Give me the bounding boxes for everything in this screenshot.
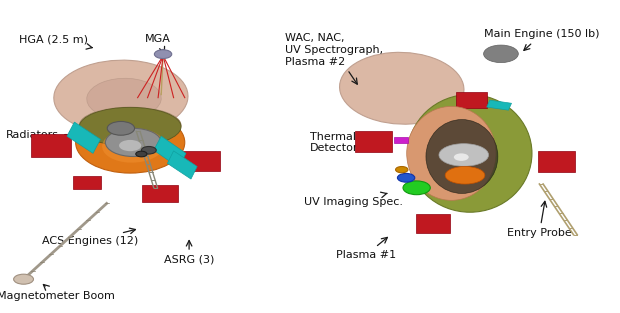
Polygon shape (31, 134, 71, 157)
Text: ASRG (3): ASRG (3) (164, 240, 215, 265)
Polygon shape (67, 122, 100, 153)
Polygon shape (183, 151, 220, 172)
Text: Thermal
Detector: Thermal Detector (310, 131, 365, 153)
Text: Plasma #1: Plasma #1 (336, 237, 396, 260)
Ellipse shape (87, 78, 161, 119)
Circle shape (119, 140, 141, 151)
Text: Entry Probe: Entry Probe (507, 201, 572, 238)
Circle shape (454, 153, 469, 161)
Circle shape (141, 146, 156, 154)
Polygon shape (487, 100, 512, 110)
Ellipse shape (79, 107, 181, 146)
Text: Magnetometer Boom: Magnetometer Boom (0, 285, 115, 301)
Ellipse shape (102, 128, 164, 163)
Polygon shape (538, 151, 575, 172)
Polygon shape (394, 137, 408, 143)
Text: WAC, NAC,
UV Spectrograph,
Plasma #2: WAC, NAC, UV Spectrograph, Plasma #2 (285, 33, 383, 84)
Ellipse shape (79, 107, 181, 143)
Text: Main Engine (150 lb): Main Engine (150 lb) (484, 29, 599, 50)
Polygon shape (456, 92, 487, 108)
Ellipse shape (484, 45, 518, 63)
Polygon shape (415, 214, 450, 233)
Text: Radiators: Radiators (6, 130, 75, 140)
Circle shape (136, 151, 147, 157)
Polygon shape (73, 176, 100, 189)
Text: MGA: MGA (145, 34, 171, 53)
Ellipse shape (54, 60, 188, 134)
Text: ACS Engines (12): ACS Engines (12) (42, 228, 138, 246)
Ellipse shape (426, 120, 498, 193)
Polygon shape (355, 131, 392, 152)
Text: HGA (2.5 m): HGA (2.5 m) (19, 34, 92, 49)
Ellipse shape (76, 112, 185, 173)
Polygon shape (142, 185, 178, 202)
Circle shape (154, 50, 172, 59)
Polygon shape (154, 136, 186, 167)
Circle shape (14, 274, 33, 284)
Ellipse shape (439, 144, 489, 166)
Polygon shape (167, 151, 197, 179)
Circle shape (105, 128, 161, 156)
Ellipse shape (340, 52, 464, 124)
Circle shape (397, 173, 415, 182)
Ellipse shape (407, 106, 496, 200)
Ellipse shape (408, 95, 532, 212)
Circle shape (396, 167, 408, 173)
Ellipse shape (445, 167, 485, 184)
Circle shape (403, 181, 430, 195)
Circle shape (107, 121, 135, 135)
Text: UV Imaging Spec.: UV Imaging Spec. (304, 192, 403, 207)
